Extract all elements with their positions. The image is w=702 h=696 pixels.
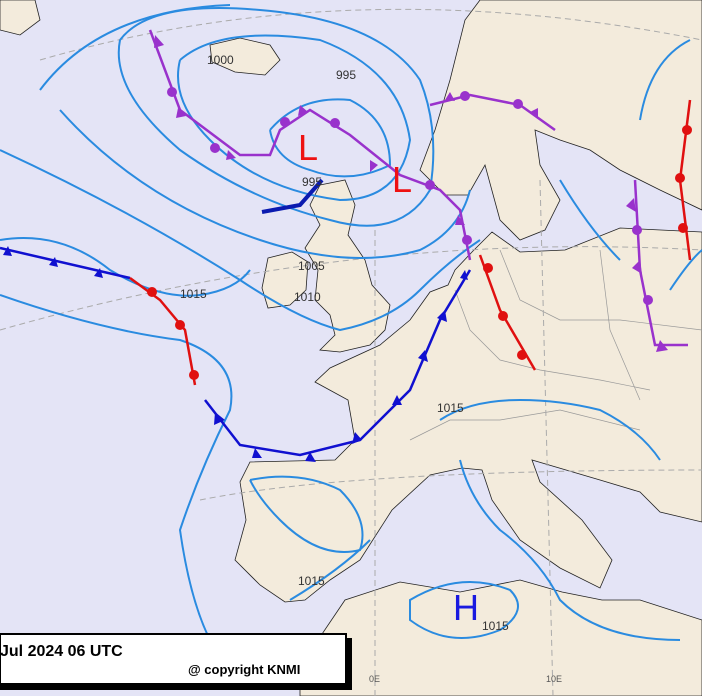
meridian-labels: 0E 10E [369,674,562,684]
caption-box: Jul 2024 06 UTC @ copyright KNMI [0,633,352,690]
isobar-labels: 1000 995 995 1005 1010 1015 1015 1015 10… [180,53,509,633]
fronts [0,29,692,462]
isobar-label: 1000 [207,53,234,67]
isobar-label: 1015 [437,401,464,415]
isobar-label: 995 [336,68,356,82]
borders [409,249,702,441]
isobar-label: 1010 [294,290,321,304]
meridian-label: 10E [546,674,562,684]
low-center: L [298,127,318,168]
isobar-label: 1015 [180,287,207,301]
isobars [0,4,702,641]
isobar-label: 995 [302,175,322,189]
low-center: L [392,159,412,200]
caption-panel [0,633,347,685]
isobar-label: 1015 [298,574,325,588]
isobar-label: 1005 [298,259,325,273]
pressure-centers: L L H [298,127,479,628]
isobar-label: 1015 [482,619,509,633]
map-title: Jul 2024 06 UTC [0,643,123,660]
graticule [0,8,702,696]
credit: @ copyright KNMI [188,662,300,677]
high-center: H [453,587,479,628]
meridian-label: 0E [369,674,380,684]
